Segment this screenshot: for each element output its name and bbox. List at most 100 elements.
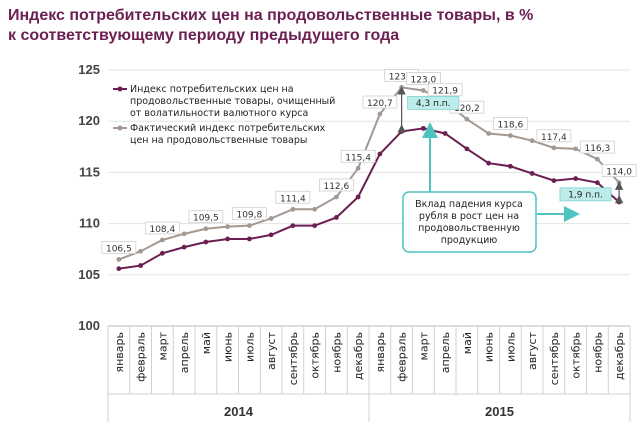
- gap-label-box: [407, 96, 460, 110]
- series-point-1: [355, 165, 361, 171]
- series-point-1: [268, 216, 274, 221]
- data-label-box: [362, 95, 398, 109]
- series-point-0: [116, 266, 122, 272]
- y-tick-label: 115: [79, 164, 100, 179]
- series-point-1: [225, 224, 231, 230]
- year-label: 2014: [224, 404, 254, 419]
- y-axis-ticks: 100 105 110 115 120 125: [78, 62, 100, 333]
- data-label-box: [188, 210, 224, 224]
- x-tick-label: июль: [243, 332, 256, 362]
- legend-label-adjusted-2: продовольственные товары, очищенный: [130, 96, 335, 107]
- y-tick-label: 105: [78, 267, 100, 282]
- legend: Индекс потребительских цен на продовольс…: [113, 84, 335, 146]
- series-point-1: [333, 194, 339, 200]
- series-point-0: [616, 199, 622, 205]
- data-label-box: [492, 117, 528, 130]
- data-label-box: [536, 129, 572, 143]
- data-label-box: [318, 178, 354, 192]
- data-label: 120,7: [362, 95, 398, 109]
- gap-label-box: [559, 187, 612, 202]
- series-point-1: [486, 131, 492, 136]
- annotation-line-4: продукцию: [441, 235, 498, 246]
- data-label-box: [579, 140, 615, 154]
- data-label-text: 120,2: [454, 104, 480, 114]
- chart-title-line-1: Индекс потребительских цен на продовольс…: [8, 7, 533, 24]
- x-tick-label: сентябрь: [287, 332, 300, 385]
- data-label-text: 109,8: [236, 211, 262, 221]
- series-point-1: [116, 257, 122, 262]
- series-point-1: [138, 248, 144, 254]
- x-tick-label: июнь: [222, 332, 235, 362]
- data-label: 118,6: [492, 117, 528, 131]
- data-label: 117,4: [536, 129, 572, 143]
- data-label: 109,5: [188, 210, 224, 224]
- x-tick-label: апрель: [439, 332, 452, 373]
- series-point-1: [420, 88, 426, 93]
- series-point-0: [377, 151, 383, 157]
- series-point-1: [529, 138, 535, 144]
- series-point-0: [399, 129, 405, 134]
- data-label-text: 111,4: [280, 194, 306, 204]
- series-point-1: [594, 156, 600, 162]
- data-label-box: [601, 164, 637, 178]
- series-point-1: [573, 146, 579, 152]
- series-point-0: [486, 160, 492, 166]
- series-point-0: [312, 223, 318, 229]
- chart-title: Индекс потребительских цен на продовольс…: [8, 7, 533, 44]
- x-tick-label: май: [200, 332, 213, 354]
- data-label-text: 114,0: [606, 168, 632, 178]
- gap-label-text: 1,9 п.п.: [568, 190, 603, 200]
- series-point-0: [333, 215, 339, 220]
- series-point-0: [203, 239, 209, 245]
- data-label: 106,5: [101, 241, 137, 254]
- annotation-line-3: продовольственную: [418, 223, 520, 234]
- data-label-text: 109,5: [193, 214, 219, 224]
- gap-markers: 4,3 п.п. 1,9 п.п.: [397, 86, 624, 204]
- data-label: 115,4: [340, 149, 376, 163]
- x-tick-label: апрель: [178, 332, 191, 373]
- data-labels: 106,5 108,4 109,5 109,8 111,4 112,6 115,4 120,7…: [101, 69, 637, 254]
- series-point-1: [616, 180, 622, 186]
- series-point-1: [246, 223, 252, 229]
- data-label: 114,0: [601, 164, 637, 178]
- legend-label-adjusted-1: Индекс потребительских цен на: [130, 84, 294, 95]
- series-point-0: [594, 180, 600, 186]
- series-point-0: [268, 232, 274, 238]
- chart-title-line-2: к соответствующему периоду предыдущего г…: [8, 27, 399, 44]
- x-tick-label: май: [461, 332, 474, 354]
- annotation-line-2: рубля в рост цен на: [419, 211, 519, 222]
- annotation-callout: Вклад падения курса рубля в рост цен на …: [402, 122, 580, 253]
- data-label-text: 121,9: [432, 87, 458, 97]
- year-label: 2015: [485, 404, 514, 419]
- series-point-0: [138, 263, 144, 268]
- x-tick-label: ноябрь: [330, 332, 343, 373]
- series-point-0: [420, 125, 426, 131]
- data-label: 116,3: [579, 140, 615, 154]
- data-label-box: [405, 72, 441, 85]
- annotation-box: [402, 191, 537, 253]
- y-tick-label: 110: [79, 216, 100, 231]
- x-tick-label: декабрь: [352, 332, 365, 380]
- series-point-0: [290, 223, 296, 229]
- y-tick-label: 100: [78, 318, 100, 333]
- x-tick-label: август: [265, 331, 278, 370]
- series-point-1: [312, 206, 318, 212]
- data-label-text: 116,3: [584, 144, 610, 154]
- data-label-text: 115,4: [345, 153, 371, 163]
- x-axis: январь февраль март апрель май июнь июль август…: [107, 326, 631, 422]
- gap-label: 1,9 п.п.: [559, 187, 612, 202]
- legend-marker-actual: [117, 125, 123, 131]
- gap-label-text: 4,3 п.п.: [416, 99, 451, 109]
- series-point-1: [377, 111, 383, 117]
- gap-label: 4,3 п.п.: [407, 96, 460, 110]
- series-point-0: [159, 250, 165, 256]
- series-point-1: [181, 231, 187, 237]
- data-label-box: [427, 83, 463, 97]
- data-label: 111,4: [275, 190, 311, 204]
- x-tick-label: январь: [374, 332, 387, 373]
- series-line-0: [118, 127, 620, 270]
- x-tick-label: сентябрь: [548, 332, 561, 385]
- data-label: 108,4: [144, 221, 180, 235]
- y-tick-label: 120: [78, 113, 100, 128]
